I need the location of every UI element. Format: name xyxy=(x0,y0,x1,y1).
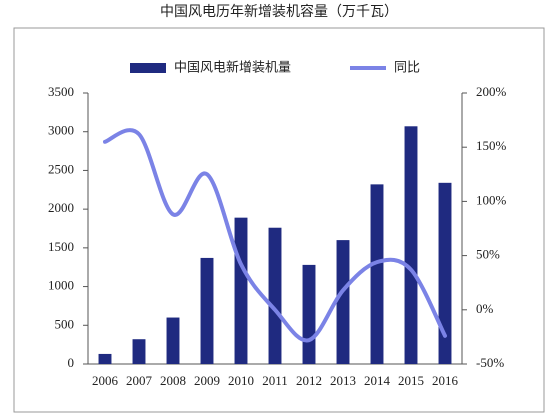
y2-tick-label: 150% xyxy=(476,138,507,153)
bar xyxy=(132,339,146,364)
bar xyxy=(268,227,282,364)
bar xyxy=(302,264,316,364)
bar xyxy=(166,317,180,364)
bar xyxy=(336,240,350,364)
legend-swatch xyxy=(130,63,166,73)
x-tick-label: 2016 xyxy=(432,373,459,388)
y-tick-label: 500 xyxy=(55,316,75,331)
bar xyxy=(200,257,214,364)
x-tick-label: 2007 xyxy=(126,373,153,388)
y-tick-label: 2000 xyxy=(48,200,74,215)
y-tick-label: 3500 xyxy=(48,84,74,99)
y-tick-label: 3000 xyxy=(48,123,74,138)
bar xyxy=(438,182,452,364)
x-tick-label: 2011 xyxy=(262,373,288,388)
line xyxy=(103,128,447,343)
bar xyxy=(370,184,384,364)
bar xyxy=(234,217,248,364)
x-tick-label: 2006 xyxy=(92,373,119,388)
y-tick-label: 0 xyxy=(68,355,75,370)
x-tick-label: 2009 xyxy=(194,373,220,388)
y-tick-label: 1000 xyxy=(48,278,74,293)
x-tick-label: 2012 xyxy=(296,373,322,388)
x-tick-label: 2008 xyxy=(160,373,186,388)
y2-tick-label: -50% xyxy=(476,355,504,370)
legend-label: 同比 xyxy=(394,61,420,76)
x-tick-label: 2014 xyxy=(364,373,391,388)
y2-tick-label: 200% xyxy=(476,84,507,99)
y-tick-label: 2500 xyxy=(48,161,74,176)
legend-label: 中国风电新增装机量 xyxy=(174,60,291,76)
x-tick-label: 2010 xyxy=(228,373,254,388)
chart-title: 中国风电历年新增装机容量（万千瓦） xyxy=(160,3,398,20)
y2-tick-label: 50% xyxy=(476,247,500,262)
y-tick-label: 1500 xyxy=(48,239,74,254)
bar xyxy=(98,353,112,364)
x-tick-label: 2013 xyxy=(330,373,356,388)
y2-tick-label: 100% xyxy=(476,192,507,207)
x-tick-label: 2015 xyxy=(398,373,424,388)
y2-tick-label: 0% xyxy=(476,301,494,316)
chart-frame xyxy=(13,27,545,413)
bar xyxy=(404,126,418,365)
